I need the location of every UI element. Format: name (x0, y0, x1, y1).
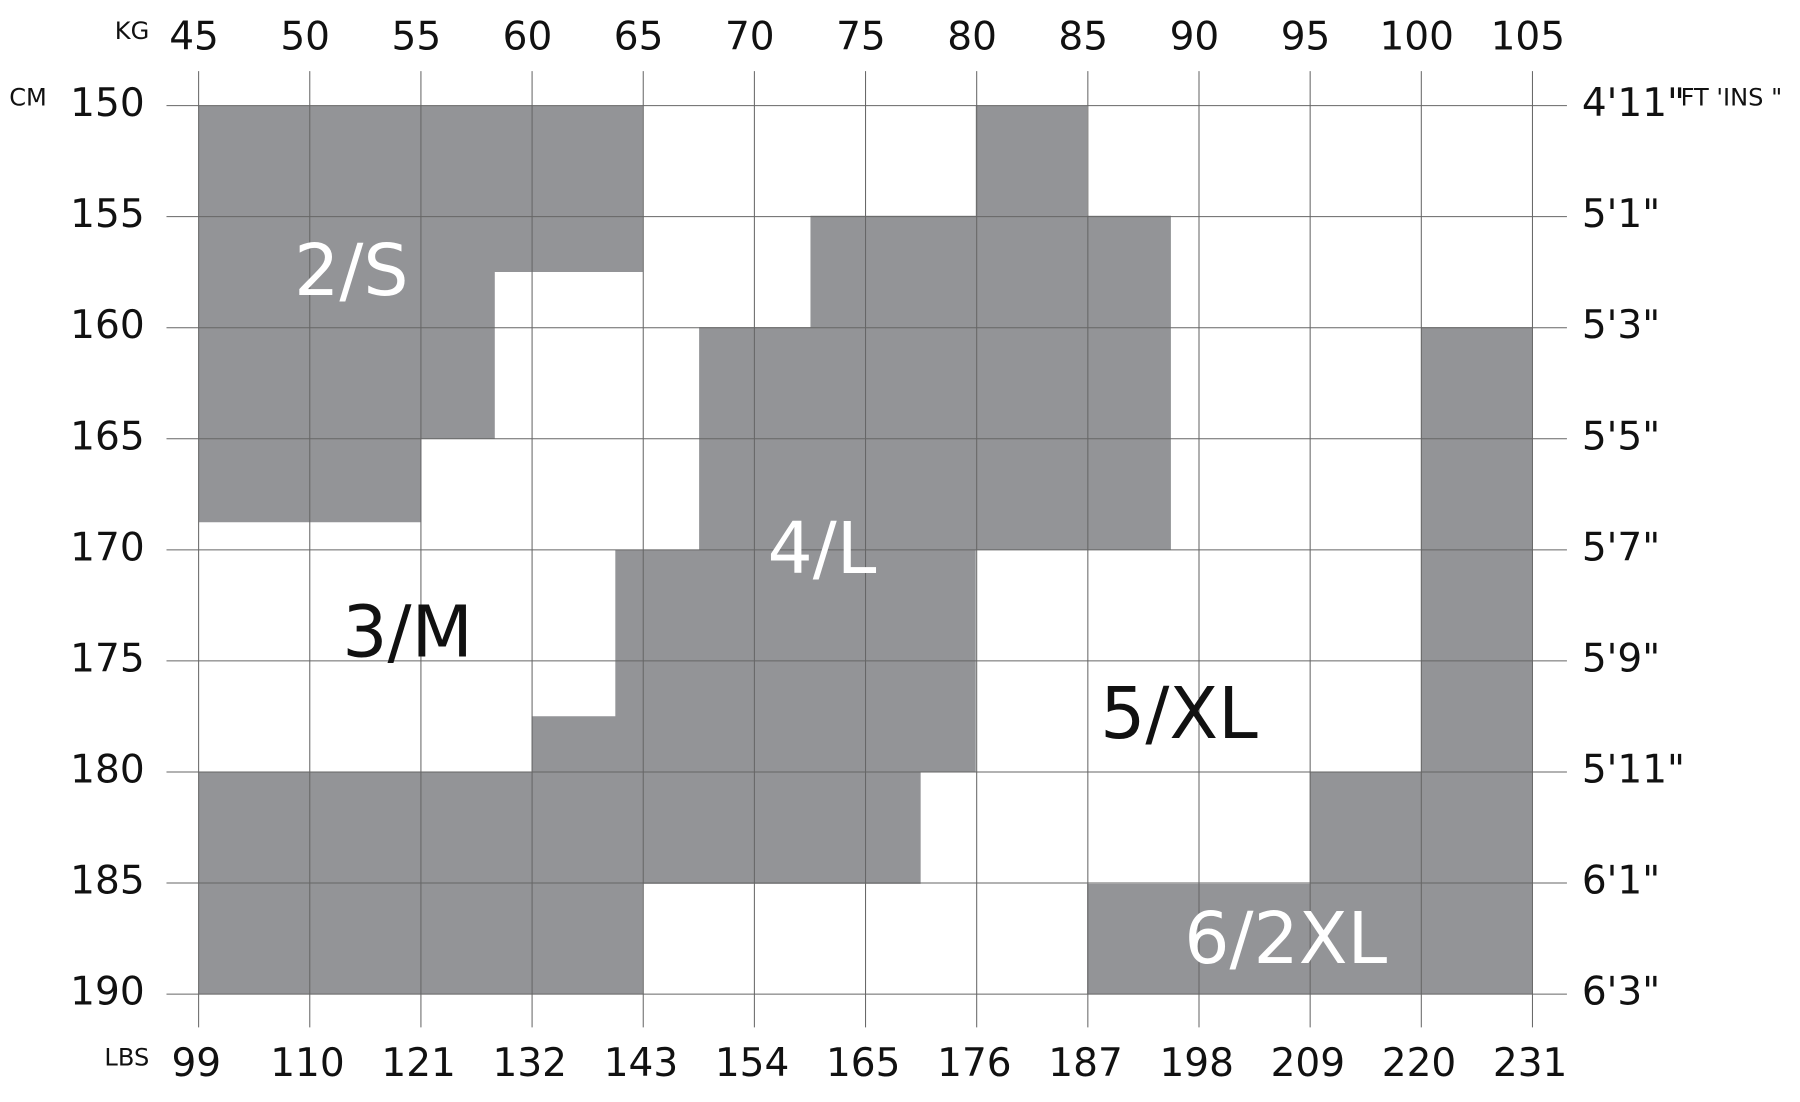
lbs-label: 198 (1159, 1041, 1233, 1086)
cm-label: 150 (70, 81, 144, 126)
lbs-label: 176 (937, 1041, 1011, 1086)
kg-label: 100 (1379, 15, 1453, 60)
cm-label: 165 (70, 414, 144, 459)
size-label: 5/XL (1100, 672, 1258, 755)
lbs-label: 231 (1493, 1041, 1567, 1086)
kg-label: 60 (503, 15, 553, 60)
grid (166, 71, 1567, 1028)
ft-label: 5'11" (1582, 747, 1685, 792)
lbs-label: 165 (826, 1041, 900, 1086)
cm-label: 155 (70, 192, 144, 237)
lbs-label: 143 (604, 1041, 678, 1086)
ft-label: 5'1" (1582, 192, 1660, 237)
size-label: 6/2XL (1184, 897, 1387, 980)
kg-label: 50 (280, 15, 330, 60)
cm-unit: CM (9, 84, 47, 112)
cm-label: 180 (70, 747, 144, 792)
ft-unit: FT 'INS " (1681, 84, 1783, 112)
cm-label: 170 (70, 525, 144, 570)
kg-label: 95 (1281, 15, 1331, 60)
kg-label: 75 (836, 15, 886, 60)
kg-unit: KG (115, 17, 149, 45)
cm-label: 160 (70, 303, 144, 348)
ft-label: 5'9" (1582, 636, 1660, 681)
lbs-label: 132 (493, 1041, 567, 1086)
ft-label: 6'3" (1582, 970, 1660, 1015)
ft-label: 4'11" (1582, 81, 1685, 126)
kg-label: 45 (169, 15, 219, 60)
ft-label: 5'3" (1582, 303, 1660, 348)
lbs-label: 154 (715, 1041, 789, 1086)
ft-label: 5'7" (1582, 525, 1660, 570)
kg-label: 85 (1058, 15, 1108, 60)
kg-label: 105 (1491, 15, 1565, 60)
kg-label: 70 (725, 15, 775, 60)
size-label: 2/S (294, 229, 408, 312)
lbs-label: 110 (270, 1041, 344, 1086)
lbs-label: 220 (1382, 1041, 1456, 1086)
kg-label: 55 (392, 15, 442, 60)
cm-label: 175 (70, 636, 144, 681)
kg-label: 65 (614, 15, 664, 60)
ft-label: 6'1" (1582, 859, 1660, 904)
lbs-label: 209 (1271, 1041, 1345, 1086)
lbs-label: 99 (171, 1041, 221, 1086)
kg-label: 80 (947, 15, 997, 60)
cm-label: 190 (70, 970, 144, 1015)
size-label: 3/M (342, 591, 473, 674)
lbs-label: 187 (1048, 1041, 1122, 1086)
size-label: 4/L (767, 507, 876, 590)
kg-label: 90 (1170, 15, 1220, 60)
lbs-unit: LBS (104, 1043, 149, 1071)
cm-label: 185 (70, 859, 144, 904)
ft-label: 5'5" (1582, 414, 1660, 459)
lbs-label: 121 (381, 1041, 455, 1086)
